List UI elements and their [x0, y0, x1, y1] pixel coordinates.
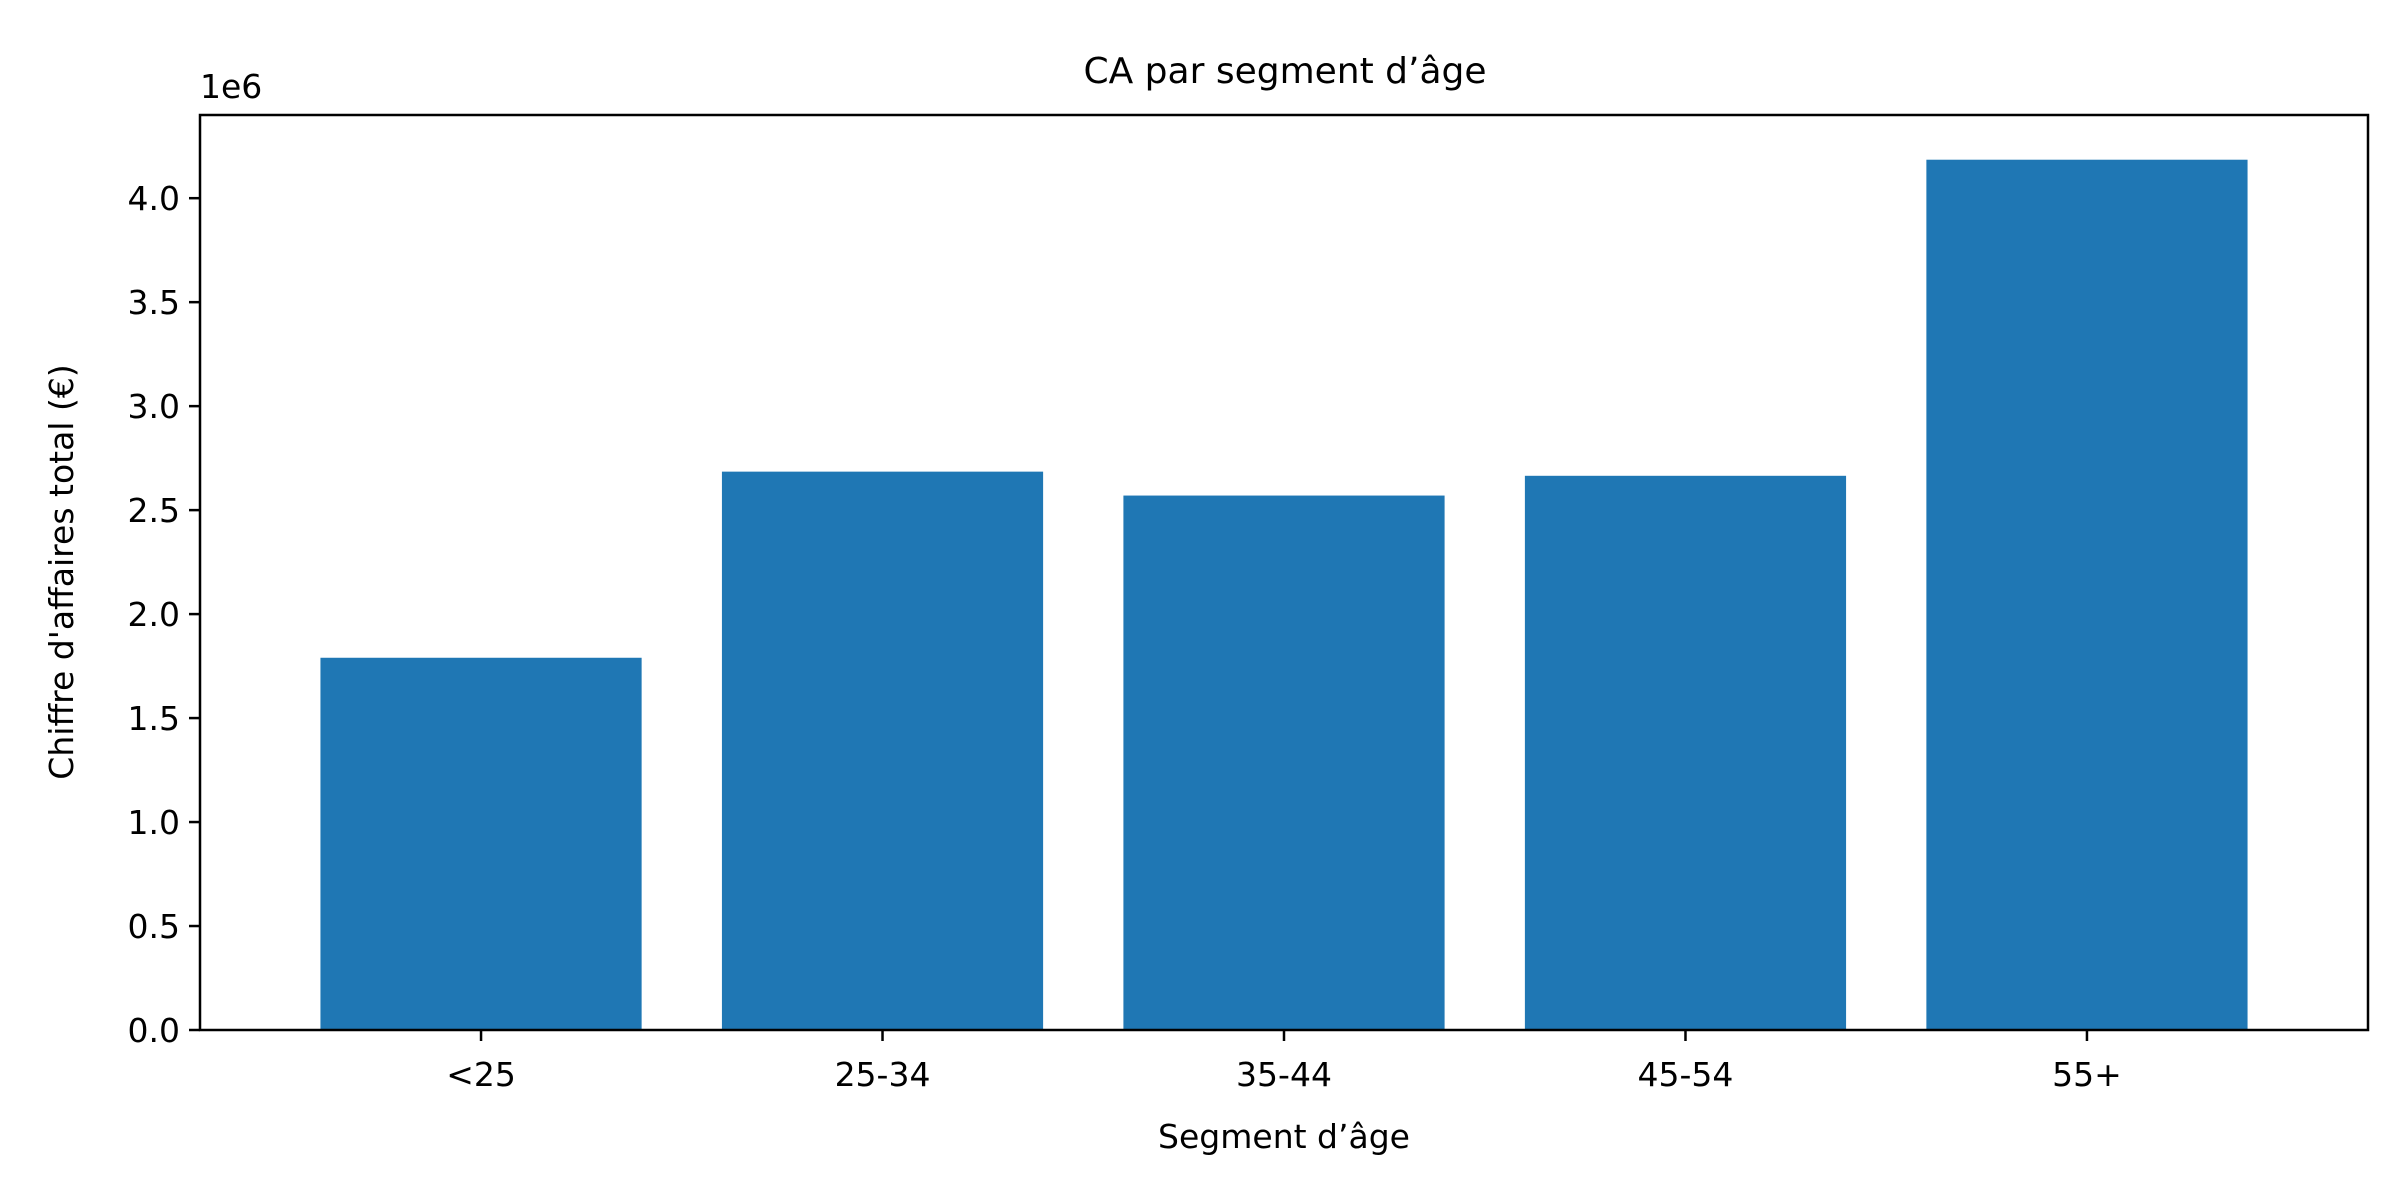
- bars: [320, 159, 2248, 1031]
- x-tick-label: 55+: [2052, 1055, 2122, 1094]
- bar-45-54: [1524, 475, 1847, 1030]
- y-tick-label: 0.5: [128, 907, 180, 946]
- bar-55+: [1926, 159, 2248, 1031]
- bar-25-34: [721, 471, 1044, 1030]
- y-tick-label: 1.0: [128, 803, 180, 842]
- bar-35-44: [1123, 495, 1445, 1030]
- y-tick-label: 3.5: [128, 283, 180, 322]
- x-axis-label: Segment d’âge: [1158, 1117, 1410, 1156]
- plot-frame: [198, 113, 2370, 1032]
- y-axis-label: Chiffre d'affaires total (€): [42, 364, 81, 779]
- x-tick-label: 35-44: [1236, 1055, 1332, 1094]
- y-axis-offset-label: 1e6: [200, 67, 262, 106]
- y-tick-label: 3.0: [128, 387, 180, 426]
- y-axis-ticks: 0.0 0.5 1.0 1.5 2.0 2.5 3.0 3.5 4.0: [128, 179, 200, 1050]
- y-tick-label: 1.5: [128, 699, 180, 738]
- y-tick-label: 4.0: [128, 179, 180, 218]
- bar-<25: [320, 657, 642, 1030]
- x-axis-ticks: <25 25-34 35-44 45-54 55+: [446, 1030, 2122, 1094]
- x-tick-label: <25: [446, 1055, 516, 1094]
- y-tick-label: 2.0: [128, 595, 180, 634]
- x-tick-label: 45-54: [1638, 1055, 1734, 1094]
- x-tick-label: 25-34: [835, 1055, 931, 1094]
- y-tick-label: 2.5: [128, 491, 180, 530]
- chart-title: CA par segment d’âge: [1083, 51, 1486, 92]
- y-tick-label: 0.0: [128, 1011, 180, 1050]
